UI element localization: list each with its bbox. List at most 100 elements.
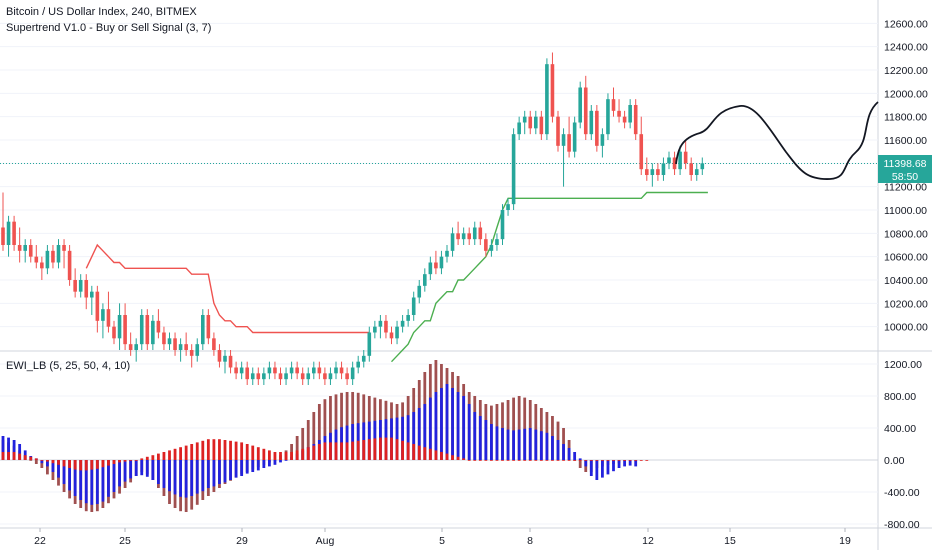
ewi-bar-blue — [456, 392, 460, 460]
candle — [378, 315, 383, 339]
ewi-bar-red — [379, 437, 382, 460]
ewi-bar-blue — [623, 460, 626, 467]
ewi-bar-red — [12, 452, 16, 460]
candle-body — [378, 320, 383, 327]
ewi-bar-blue — [501, 428, 504, 460]
candle — [339, 361, 344, 380]
ewi-bar-blue — [251, 460, 255, 472]
ewi-bar-red — [445, 453, 449, 460]
candle — [495, 233, 499, 251]
ewi-bar-red — [7, 452, 10, 460]
legend-main[interactable]: Bitcoin / US Dollar Index, 240, BITMEX — [6, 6, 197, 18]
candle — [583, 75, 588, 140]
ewi-bar-blue — [523, 428, 527, 460]
ewi-bar-blue — [451, 388, 454, 460]
candle-body — [633, 105, 638, 135]
ewi-bar-red — [639, 460, 643, 461]
ewi-bar-blue — [634, 460, 638, 467]
candle-body — [312, 367, 316, 374]
candle — [28, 239, 33, 263]
candle-body — [694, 169, 699, 175]
price-axis[interactable]: 10000.00 10200.00 10400.00 10600.00 10800.00… — [884, 18, 928, 333]
ewi-bar-blue — [107, 460, 110, 497]
price-tick-label: 11600.00 — [884, 135, 927, 147]
price-tick-label: 10600.00 — [884, 252, 928, 264]
candle-body — [78, 280, 83, 292]
ewi-bar-brown — [329, 396, 332, 460]
ewi-bar-blue — [223, 460, 227, 483]
candle-body — [572, 122, 577, 152]
ewi-tick-label: 800.00 — [884, 391, 916, 403]
price-tick-label: 12400.00 — [884, 42, 928, 54]
candle — [417, 280, 422, 304]
candle — [156, 309, 161, 339]
candle — [201, 309, 205, 350]
ewi-bar-blue — [1, 436, 5, 460]
ewi-axis[interactable]: 1200.00 800.00 400.00 0.00 -400.00 -800.00 — [884, 359, 922, 531]
candle-body — [273, 367, 277, 374]
candle — [617, 99, 621, 123]
candle-body — [556, 116, 560, 146]
ewi-bar-blue — [90, 460, 94, 505]
candle-body — [173, 338, 177, 350]
ewi-bar-red — [367, 439, 371, 460]
ewi-bar-blue — [118, 460, 121, 487]
candle — [528, 110, 533, 135]
candle — [600, 128, 605, 158]
candle — [489, 239, 494, 257]
ewi-bar-red — [528, 460, 532, 461]
candle — [112, 320, 116, 345]
ewi-bar-brown — [340, 392, 343, 460]
candle — [1, 192, 5, 251]
ewi-bar-blue — [495, 426, 499, 460]
legend-ewi[interactable]: EWI_LB (5, 25, 50, 4, 10) — [6, 360, 131, 372]
ewi-bar-red — [584, 460, 588, 461]
ewi-bar-blue — [551, 436, 554, 460]
candle — [239, 361, 244, 380]
candle-body — [306, 373, 311, 380]
candle — [228, 350, 233, 374]
legend-supertrend[interactable]: Supertrend V1.0 - Buy or Sell Signal (3,… — [6, 22, 212, 34]
ewi-bar-blue — [473, 412, 477, 460]
candle-body — [128, 344, 133, 350]
time-axis[interactable]: 22 25 29 Aug 5 8 12 15 19 — [34, 528, 851, 547]
candle-body — [339, 367, 344, 374]
candle-body — [389, 332, 394, 339]
candle-body — [267, 367, 272, 374]
candle — [95, 285, 100, 333]
candle-body — [289, 367, 294, 374]
candle — [656, 163, 660, 181]
ewi-bar-blue — [162, 460, 166, 488]
time-tick-label: 5 — [439, 535, 445, 547]
candle — [450, 227, 455, 257]
ewi-bar-brown — [40, 460, 44, 468]
ewi-bar-blue — [528, 428, 532, 460]
ewi-bar-blue — [595, 460, 599, 480]
ewi-bar-blue — [417, 408, 421, 460]
ewi-bar-blue — [440, 388, 443, 460]
candle-body — [40, 262, 44, 269]
candle — [234, 361, 238, 380]
candle-body — [550, 64, 555, 117]
ewi-bar-blue — [467, 404, 471, 460]
ewi-bar-blue — [245, 460, 249, 474]
candle — [389, 326, 394, 345]
ewi-bar-blue — [617, 460, 621, 468]
ewi-bar-red — [495, 460, 499, 461]
candle — [306, 367, 311, 385]
ewi-bar-blue — [606, 460, 610, 475]
ewi-bar-red — [240, 442, 244, 460]
ewi-bar-red — [456, 456, 460, 460]
candle-body — [51, 250, 55, 263]
ewi-bar-red — [412, 444, 416, 460]
candle-body — [445, 250, 449, 257]
candle-body — [6, 221, 11, 245]
ewi-bar-red — [323, 442, 327, 460]
projection-drawing[interactable] — [675, 101, 879, 180]
candle-body — [522, 116, 527, 123]
ewi-bar-blue — [628, 460, 632, 466]
candle-body — [139, 315, 144, 345]
supertrend-segment-down — [85, 243, 370, 334]
